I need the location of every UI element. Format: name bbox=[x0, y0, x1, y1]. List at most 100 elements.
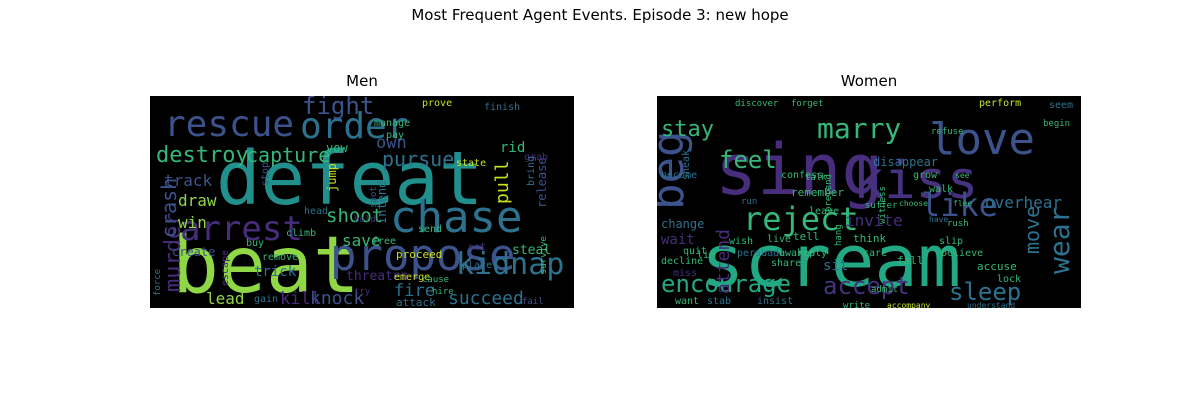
word-sneak: sneak bbox=[681, 150, 692, 180]
word-climb: climb bbox=[286, 228, 316, 239]
word-sleep: sleep bbox=[949, 278, 1021, 306]
word-tell: tell bbox=[793, 230, 820, 243]
word-kidnap: kidnap bbox=[456, 247, 564, 282]
word-awaken: awaken bbox=[779, 248, 815, 259]
word-attack: attack bbox=[396, 296, 436, 308]
word-defeat: defeat bbox=[216, 136, 483, 222]
word-seem: seem bbox=[1049, 100, 1073, 111]
word-intend: intend bbox=[375, 181, 389, 224]
word-remember: remember bbox=[791, 186, 844, 199]
word-order: order bbox=[300, 106, 408, 147]
word-pull: pull bbox=[492, 161, 513, 204]
word-chase: chase bbox=[390, 192, 522, 243]
word-knock: knock bbox=[310, 288, 364, 308]
word-slip: slip bbox=[939, 236, 963, 247]
word-fail: fail bbox=[522, 297, 544, 307]
word-track: track bbox=[164, 171, 213, 190]
word-bring: bring bbox=[526, 156, 537, 186]
word-threaten: threaten bbox=[346, 269, 409, 284]
word-win: win bbox=[178, 213, 207, 232]
word-gain: gain bbox=[254, 294, 278, 305]
word-understand: understand bbox=[967, 301, 1015, 308]
word-manage: manage bbox=[374, 118, 410, 129]
word-shoot: shoot bbox=[326, 205, 383, 227]
word-kill: kill bbox=[280, 289, 321, 308]
women-word-cloud: scream sing kiss love beg reject like marry wear… bbox=[657, 96, 1081, 308]
word-prove: prove bbox=[422, 98, 452, 109]
word-forget: forget bbox=[791, 99, 824, 109]
word-capture: capture bbox=[246, 143, 330, 167]
word-believe: believe bbox=[941, 248, 983, 259]
word-pretend: pretend bbox=[824, 174, 834, 212]
word-set: set bbox=[468, 242, 486, 253]
word-accuse: accuse bbox=[977, 260, 1017, 273]
word-remove: remove bbox=[262, 252, 298, 263]
word-force: force bbox=[153, 269, 163, 296]
word-grow: grow bbox=[913, 170, 938, 181]
word-draw: draw bbox=[178, 191, 217, 210]
word-crash: crash bbox=[157, 178, 181, 238]
word-vow: vow bbox=[326, 141, 348, 155]
word-miss: miss bbox=[673, 268, 697, 279]
word-have: have bbox=[929, 215, 948, 224]
word-kiss: kiss bbox=[853, 151, 978, 211]
word-beg: beg bbox=[657, 131, 694, 210]
word-encourage: encourage bbox=[661, 270, 791, 298]
word-wear: wear bbox=[1043, 207, 1076, 274]
word-send: send bbox=[418, 224, 442, 235]
word-scream: scream bbox=[701, 219, 961, 303]
word-express: express bbox=[987, 306, 1046, 308]
word-lock: lock bbox=[997, 274, 1021, 285]
word-begin: begin bbox=[1043, 119, 1070, 129]
word-confess: confess bbox=[781, 170, 823, 181]
men-word-cloud: beat defeat propose chase rescue order arrest k… bbox=[150, 96, 574, 308]
word-run: run bbox=[741, 197, 757, 207]
word-quit: quit bbox=[683, 246, 707, 257]
word-rush: rush bbox=[947, 219, 969, 229]
word-cause: cause bbox=[422, 275, 449, 285]
word-perform: perform bbox=[979, 98, 1021, 109]
word-feel: feel bbox=[719, 146, 777, 174]
word-grab: grab bbox=[524, 152, 548, 163]
word-hire: hire bbox=[432, 287, 454, 297]
word-fight: fight bbox=[302, 96, 374, 120]
word-destroy: destroy bbox=[156, 143, 249, 168]
word-wish: wish bbox=[729, 236, 753, 247]
word-arrest: arrest bbox=[180, 209, 303, 249]
word-fire: fire bbox=[394, 281, 435, 301]
word-walk: walk bbox=[929, 184, 953, 195]
word-hold: hold bbox=[354, 215, 376, 225]
word-fall: fall bbox=[897, 254, 924, 267]
word-overhear: overhear bbox=[985, 193, 1062, 212]
figure-title: Most Frequent Agent Events. Episode 3: n… bbox=[411, 6, 789, 24]
word-lead: lead bbox=[206, 289, 245, 308]
word-pay: pay bbox=[386, 130, 404, 141]
word-lie: lie bbox=[697, 250, 715, 261]
word-share: share bbox=[771, 258, 801, 269]
word-decline: decline bbox=[661, 256, 703, 267]
word-discover: discover bbox=[735, 99, 779, 109]
word-steal: steal bbox=[512, 243, 551, 258]
word-trick: trick bbox=[254, 264, 297, 280]
word-refuse: refuse bbox=[931, 127, 964, 137]
word-release: release bbox=[535, 157, 549, 208]
word-propose: propose bbox=[330, 230, 515, 281]
word-beat: beat bbox=[172, 221, 360, 308]
word-survive: survive bbox=[539, 236, 549, 274]
word-see: see bbox=[955, 171, 970, 180]
word-flee: flee bbox=[953, 199, 972, 208]
word-sit: sit bbox=[823, 258, 848, 274]
word-reject: reject bbox=[743, 200, 859, 238]
word-spot: spot bbox=[369, 186, 379, 208]
word-change: change bbox=[661, 217, 704, 231]
word-admit: admit bbox=[871, 285, 898, 295]
word-live: live bbox=[767, 234, 791, 245]
word-free: free bbox=[372, 236, 396, 247]
word-talk: talk bbox=[805, 173, 827, 183]
word-sing: sing bbox=[715, 129, 884, 211]
word-persuade: persuade bbox=[737, 248, 785, 259]
word-jump: jump bbox=[325, 163, 339, 192]
word-stab: stab bbox=[707, 296, 731, 307]
word-try: try bbox=[354, 287, 371, 297]
word-rescue: rescue bbox=[164, 104, 294, 145]
